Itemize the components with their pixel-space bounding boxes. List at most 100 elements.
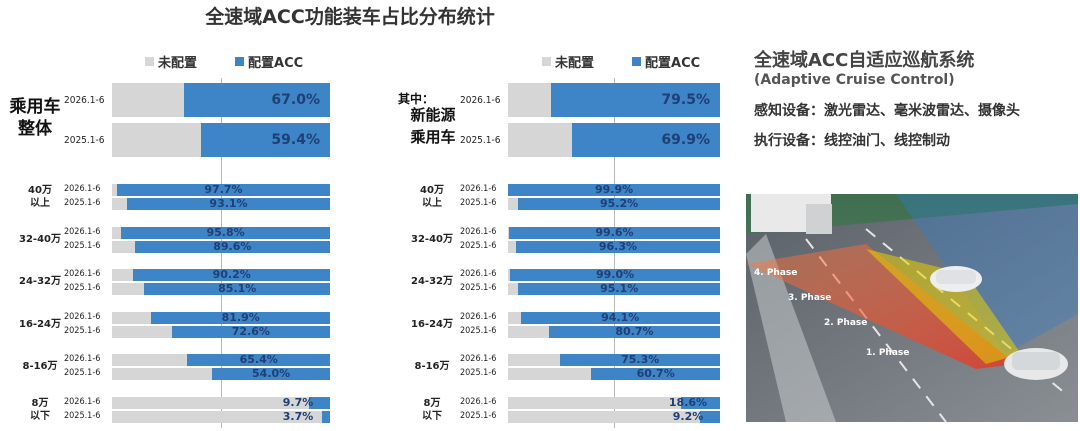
category-label: 24-32万 [19, 276, 61, 287]
bar-value-label: 85.1% [218, 282, 257, 295]
bar-value-label: 9.7% [282, 395, 314, 409]
bar-value-label: 59.4% [271, 132, 320, 148]
bar-not-equipped [508, 396, 720, 409]
period-label: 2025.1-6 [64, 198, 101, 208]
category-label: 16-24万 [19, 318, 61, 330]
legend-item-acc: 配置ACC [235, 52, 303, 71]
category-label: 8万 以下 [422, 397, 442, 422]
period-label: 2025.1-6 [64, 283, 101, 293]
bar-value-label: 99.9% [595, 183, 634, 196]
period-label: 2025.1-6 [64, 368, 101, 378]
period-label: 2026.1-6 [460, 354, 497, 364]
bar-value-label: 93.1% [209, 197, 248, 210]
period-label: 2025.1-6 [64, 240, 101, 251]
legend-item-not-equipped: 未配置 [145, 52, 197, 71]
bar-acc [515, 240, 720, 253]
bar-acc [560, 354, 720, 366]
bar-value-label: 99.0% [595, 268, 635, 281]
bar-acc [187, 354, 330, 366]
phase-2-label: 2. Phase [824, 318, 868, 328]
period-label: 2026.1-6 [460, 396, 497, 407]
legend-label: 配置ACC [248, 56, 304, 71]
bar-acc [133, 269, 330, 281]
legend-left: 未配置 配置ACC [145, 52, 341, 71]
bar-acc [571, 123, 720, 157]
bar-acc [134, 240, 330, 253]
bar-value-label: 90.2% [212, 268, 251, 281]
period-label: 2026.1-6 [64, 184, 101, 194]
midline-50 [221, 78, 222, 428]
period-label: 2025.1-6 [460, 410, 497, 421]
group-prefix: 其中： [398, 92, 435, 106]
bar-acc [508, 226, 720, 239]
period-label: 2025.1-6 [460, 240, 497, 251]
bar-acc [548, 325, 720, 338]
period-label: 2026.1-6 [460, 311, 497, 322]
category-label: 8-16万 [22, 361, 58, 372]
legend-item-acc: 配置ACC [632, 52, 700, 71]
bar-value-label: 72.6% [231, 324, 270, 338]
period-label: 2025.1-6 [460, 198, 497, 208]
category-label: 32-40万 [19, 233, 61, 245]
bar-not-equipped [508, 410, 720, 423]
period-label: 2025.1-6 [64, 325, 101, 336]
midline-50 [614, 78, 615, 428]
bar-value-label: 95.2% [599, 197, 639, 210]
bar-acc [551, 83, 720, 117]
period-label: 2026.1-6 [64, 311, 101, 322]
bar-not-equipped [112, 410, 330, 423]
legend-label: 未配置 [158, 56, 198, 71]
bar-value-label: 9.2% [672, 409, 704, 423]
group-label: 新能源 乘用车 [410, 106, 456, 146]
legend-swatch-gray [145, 57, 154, 66]
chart-title: 全速域ACC功能装车占比分布统计 [205, 6, 495, 28]
bar-value-label: 99.6% [595, 225, 634, 239]
group-label: 乘用车 整体 [9, 97, 61, 139]
category-label: 16-24万 [411, 318, 453, 330]
bar-value-label: 65.4% [239, 353, 278, 366]
legend-item-not-equipped: 未配置 [542, 52, 594, 71]
category-label: 8万 以下 [30, 397, 50, 422]
period-label: 2026.1-6 [460, 184, 497, 194]
period-label: 2025.1-6 [460, 135, 501, 146]
bar-acc [117, 184, 330, 196]
legend-right: 未配置 配置ACC [542, 52, 738, 71]
period-label: 2026.1-6 [64, 226, 101, 237]
acc-illustration: 4. Phase 3. Phase 2. Phase 1. Phase [746, 194, 1078, 422]
bar-value-label: 69.9% [661, 132, 710, 148]
bar-value-label: 97.7% [204, 183, 243, 196]
bar-value-label: 94.1% [601, 310, 640, 324]
period-label: 2025.1-6 [460, 368, 497, 378]
period-label: 2025.1-6 [460, 325, 497, 336]
bar-acc [127, 198, 330, 210]
bar-acc [308, 396, 330, 409]
phase-1-label: 1. Phase [866, 348, 910, 358]
bar-value-label: 67.0% [271, 92, 320, 108]
info-sensors: 感知设备：激光雷达、毫米波雷达、摄像头 [754, 103, 1020, 119]
bar-acc [183, 83, 330, 117]
bar-value-label: 54.0% [252, 367, 291, 380]
bar-acc [700, 410, 720, 423]
category-label: 40万 以上 [28, 185, 52, 209]
bar-value-label: 80.7% [615, 324, 654, 338]
bar-value-label: 79.5% [661, 92, 710, 108]
info-actuators: 执行设备：线控油门、线控制动 [754, 133, 950, 149]
legend-swatch-blue [235, 57, 245, 66]
category-label: 24-32万 [411, 276, 453, 287]
legend-swatch-gray [542, 57, 551, 66]
bar-value-label: 95.1% [600, 282, 639, 295]
period-label: 2025.1-6 [460, 283, 497, 293]
phase-3-label: 3. Phase [788, 293, 832, 303]
bar-acc [321, 410, 330, 423]
period-label: 2026.1-6 [64, 354, 101, 364]
legend-label: 未配置 [555, 56, 595, 71]
bar-acc [144, 283, 330, 295]
legend-swatch-blue [632, 57, 642, 66]
period-label: 2026.1-6 [460, 269, 497, 279]
period-label: 2026.1-6 [64, 95, 105, 106]
period-label: 2026.1-6 [64, 269, 101, 279]
bar-acc [121, 226, 330, 239]
bar-value-label: 60.7% [636, 367, 675, 380]
highway-scene-image [746, 194, 1078, 422]
category-label: 32-40万 [411, 233, 453, 245]
